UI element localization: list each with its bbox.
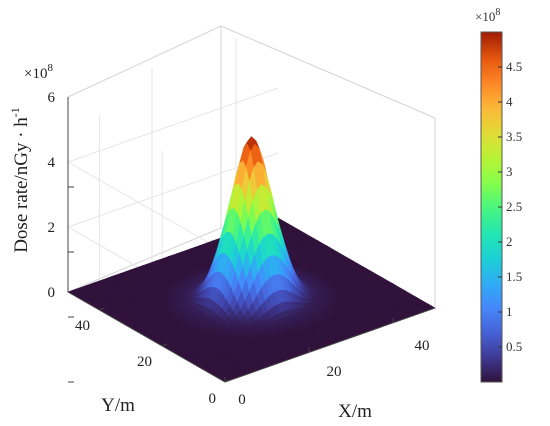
x-tick-label: 40: [415, 338, 430, 354]
z-exponent-label: ×108: [24, 62, 53, 82]
z-exponent-base: ×10: [24, 66, 47, 82]
z-axis-label: Dose rate/nGy · h-1: [8, 107, 32, 253]
surface: [67, 136, 436, 383]
y-tick-label: 0: [209, 391, 217, 407]
y-axis-label: Y/m: [101, 395, 135, 416]
colorbar-tick-label: 1.5: [506, 269, 522, 284]
y-tick-label: 40: [75, 318, 90, 334]
z-tick-label: 4: [48, 155, 56, 171]
colorbar-tick-label: 2.5: [506, 199, 522, 214]
colorbar-exponent-power: 8: [495, 7, 500, 18]
x-axis-label: X/m: [338, 401, 372, 422]
colorbar-tick-label: 4: [506, 94, 513, 109]
y-tick-mark: [224, 379, 231, 383]
axis-lines: [67, 97, 436, 383]
x-tick-label: 0: [238, 392, 246, 408]
z-tick-label: 0: [48, 285, 56, 301]
z-axis-label-unit-exp: -1: [8, 107, 22, 117]
tick-marks: [68, 186, 394, 383]
colorbar-exponent-label: ×108: [475, 7, 500, 24]
z-tick-labels: 0 2 4 6: [48, 90, 56, 301]
z-axis-label-main: Dose rate/nGy: [11, 142, 32, 253]
z-exponent-power: 8: [47, 62, 53, 74]
colorbar-tick-label: 3.5: [506, 129, 522, 144]
colorbar-ticks: 0.5 1 1.5 2 2.5 3 3.5 4 4.5: [498, 59, 522, 354]
z-tick-label: 6: [48, 90, 56, 106]
colorbar-tick-label: 0.5: [506, 339, 522, 354]
colorbar-tick-label: 3: [506, 164, 513, 179]
y-tick-mark: [99, 307, 105, 311]
y-tick-mark: [162, 343, 168, 347]
y-tick-labels: 0 20 40: [75, 318, 216, 407]
y-tick-label: 20: [137, 354, 152, 370]
colorbar-tick-label: 1: [506, 304, 513, 319]
colorbar-tick-label: 2: [506, 234, 513, 249]
x-tick-labels: 0 20 40: [238, 338, 429, 408]
z-axis-label-unit: h: [11, 117, 32, 127]
x-tick-label: 20: [327, 364, 342, 380]
colorbar-tick-label: 4.5: [506, 59, 522, 74]
z-tick-label: 2: [48, 220, 56, 236]
colorbar-exponent-base: ×10: [475, 9, 495, 24]
